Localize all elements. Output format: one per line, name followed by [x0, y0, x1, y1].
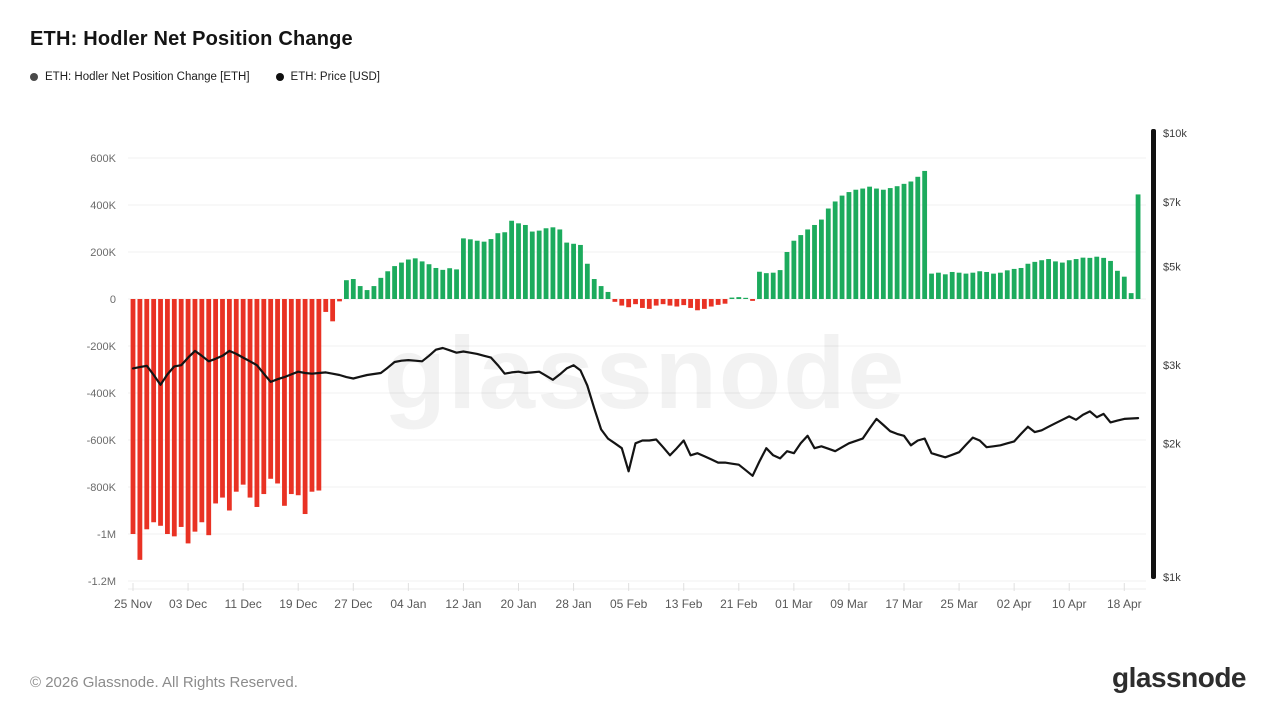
svg-text:11 Dec: 11 Dec [225, 597, 262, 611]
svg-text:-1.2M: -1.2M [88, 576, 116, 588]
series-dot-icon [275, 73, 284, 81]
svg-text:$5k: $5k [1163, 262, 1181, 274]
svg-text:21 Feb: 21 Feb [720, 597, 758, 611]
svg-text:$10k: $10k [1163, 128, 1187, 140]
svg-text:12 Jan: 12 Jan [445, 597, 481, 611]
svg-text:05 Feb: 05 Feb [610, 597, 648, 611]
svg-text:25 Nov: 25 Nov [114, 597, 152, 611]
hodler-net-position-bars-layer [130, 170, 1141, 560]
svg-text:$2k: $2k [1163, 438, 1181, 450]
right-price-axis: $10k $7k $5k $3k $2k $1k [1151, 128, 1187, 584]
svg-text:10 Apr: 10 Apr [1052, 597, 1087, 611]
legend: ETH: Hodler Net Position Change [ETH] ET… [30, 71, 380, 83]
svg-text:25 Mar: 25 Mar [940, 597, 977, 611]
svg-text:0: 0 [110, 294, 116, 306]
svg-text:$3k: $3k [1163, 360, 1181, 372]
svg-text:19 Dec: 19 Dec [279, 597, 317, 611]
svg-text:01 Mar: 01 Mar [775, 597, 812, 611]
chart-canvas: glassnode 600K 400K 200K 0 -200K -400K -600K -8… [87, 128, 1188, 611]
svg-text:03 Dec: 03 Dec [169, 597, 207, 611]
svg-text:-200K: -200K [87, 341, 117, 353]
svg-text:$7k: $7k [1163, 197, 1181, 209]
price-line-layer [131, 346, 1140, 477]
svg-text:600K: 600K [90, 153, 116, 165]
legend-item-price[interactable]: ETH: Price [USD] [275, 71, 380, 83]
svg-text:27 Dec: 27 Dec [334, 597, 372, 611]
series-dot-icon [30, 73, 38, 81]
svg-text:-400K: -400K [87, 388, 117, 400]
left-axis-labels: 600K 400K 200K 0 -200K -400K -600K -800K -1M -1.2… [87, 153, 117, 588]
svg-text:02 Apr: 02 Apr [997, 597, 1032, 611]
svg-text:-1M: -1M [97, 529, 116, 541]
svg-text:04 Jan: 04 Jan [390, 597, 426, 611]
svg-text:$1k: $1k [1163, 572, 1181, 584]
svg-text:18 Apr: 18 Apr [1107, 597, 1142, 611]
svg-text:200K: 200K [90, 247, 116, 259]
legend-item-hodler-net-position-change[interactable]: ETH: Hodler Net Position Change [ETH] [30, 71, 250, 83]
svg-text:17 Mar: 17 Mar [885, 597, 922, 611]
svg-text:20 Jan: 20 Jan [500, 597, 536, 611]
legend-label: ETH: Hodler Net Position Change [ETH] [45, 71, 250, 83]
svg-text:-600K: -600K [87, 435, 117, 447]
svg-text:09 Mar: 09 Mar [830, 597, 867, 611]
copyright-text: © 2026 Glassnode. All Rights Reserved. [30, 674, 298, 691]
svg-text:28 Jan: 28 Jan [556, 597, 592, 611]
svg-text:-800K: -800K [87, 482, 117, 494]
svg-text:13 Feb: 13 Feb [665, 597, 703, 611]
svg-text:400K: 400K [90, 200, 116, 212]
glassnode-logo: glassnode [1112, 662, 1246, 693]
page-title: ETH: Hodler Net Position Change [30, 28, 353, 50]
x-axis-labels: 25 Nov 03 Dec 11 Dec 19 Dec 27 Dec 04 Jan 12 J… [114, 583, 1146, 611]
legend-label: ETH: Price [USD] [290, 71, 380, 83]
glassnode-watermark: glassnode [384, 316, 906, 430]
